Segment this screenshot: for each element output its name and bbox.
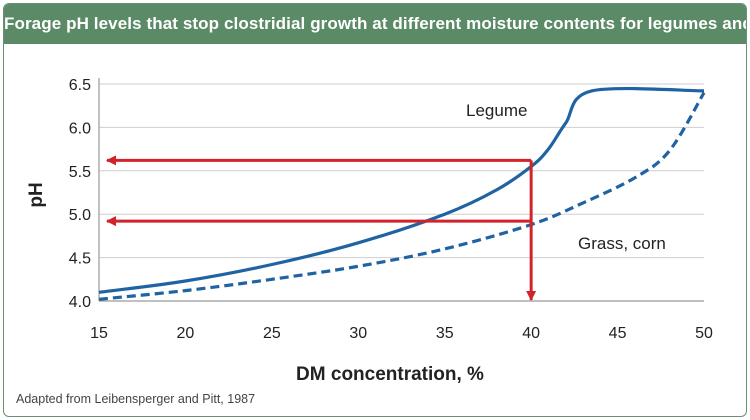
series-line-legume — [98, 86, 705, 294]
chart-svg: 4.0 4.5 5.0 5.5 6.0 6.5 15 20 25 30 35 40 45 50 Legum… — [26, 77, 713, 385]
x-tick-label: 25 — [263, 325, 281, 342]
x-tick-label: 30 — [349, 325, 367, 342]
x-tick-label: 35 — [436, 325, 454, 342]
chart-frame: Forage pH levels that stop clostridial g… — [3, 3, 747, 417]
series-layer — [98, 86, 706, 301]
series-label-legume: Legume — [466, 101, 527, 120]
source-note: Adapted from Leibensperger and Pitt, 198… — [16, 392, 256, 406]
x-tick-label: 15 — [90, 325, 108, 342]
series-label-grass: Grass, corn — [578, 234, 666, 253]
x-tick-label: 45 — [609, 325, 627, 342]
y-tick-label: 6.0 — [69, 120, 91, 137]
x-tick-label: 40 — [522, 325, 540, 342]
annotation-layer — [106, 155, 537, 301]
axes-layer: 4.0 4.5 5.0 5.5 6.0 6.5 15 20 25 30 35 40 45 50 — [69, 77, 713, 342]
y-axis-label: pH — [26, 182, 47, 207]
x-axis-label: DM concentration, % — [296, 364, 484, 385]
y-tick-label: 5.0 — [69, 207, 91, 224]
grid-layer — [99, 83, 704, 259]
chart-title: Forage pH levels that stop clostridial g… — [4, 4, 746, 44]
y-tick-label: 4.0 — [69, 294, 91, 311]
y-tick-label: 5.5 — [69, 164, 91, 181]
label-layer: Legume Grass, corn DM concentration, % p… — [26, 101, 666, 385]
x-tick-label: 50 — [695, 325, 713, 342]
x-tick-label: 20 — [177, 325, 195, 342]
y-tick-label: 6.5 — [69, 77, 91, 94]
series-line-grass — [98, 91, 706, 301]
y-tick-label: 4.5 — [69, 251, 91, 268]
